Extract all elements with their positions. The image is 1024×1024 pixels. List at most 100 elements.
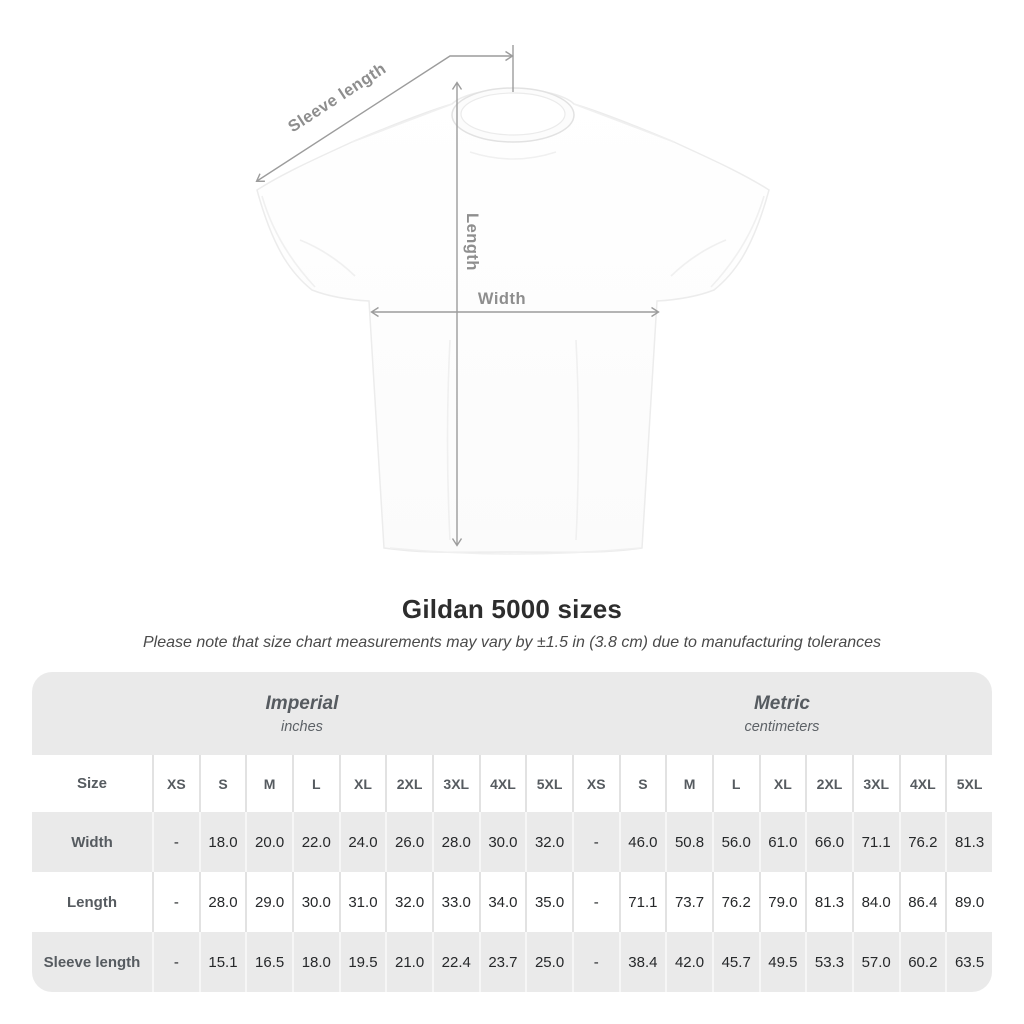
table-cell: 24.0: [338, 812, 386, 872]
dimension-lines: [255, 45, 660, 547]
table-cell: 66.0: [805, 812, 852, 872]
tshirt-graphic: Sleeve length Length Width: [255, 45, 770, 555]
table-cell: -: [571, 872, 619, 932]
table-cell: -: [571, 812, 619, 872]
size-col-header: M: [665, 755, 712, 812]
table-cell: 46.0: [618, 812, 666, 872]
sleeve-length-label: Sleeve length: [285, 60, 389, 137]
unit-group-row: Imperial inches Metric centimeters: [32, 672, 992, 755]
table-cell: 22.4: [431, 932, 479, 992]
title-block: Gildan 5000 sizes Please note that size …: [0, 594, 1024, 652]
size-col-header: 3XL: [431, 755, 479, 812]
size-col-header: XL: [758, 755, 806, 812]
length-label: Length: [463, 213, 481, 271]
size-chart-card: Imperial inches Metric centimeters Size …: [32, 672, 992, 992]
table-cell: 53.3: [805, 932, 852, 992]
table-row-length: Length - 28.0 29.0 30.0 31.0 32.0 33.0 3…: [32, 872, 992, 932]
table-cell: 18.0: [291, 932, 339, 992]
metric-sublabel: centimeters: [744, 718, 820, 735]
size-col-header: L: [291, 755, 339, 812]
size-col-header: S: [198, 755, 246, 812]
table-cell: 45.7: [711, 932, 759, 992]
metric-label: Metric: [753, 692, 810, 714]
size-col-header: XS: [152, 755, 199, 812]
size-col-header: 2XL: [805, 755, 852, 812]
table-cell: 89.0: [945, 872, 992, 932]
table-cell: 61.0: [758, 812, 806, 872]
page-subtitle: Please note that size chart measurements…: [142, 634, 882, 651]
table-cell: 33.0: [431, 872, 479, 932]
table-cell: 42.0: [665, 932, 712, 992]
row-label: Sleeve length: [32, 932, 152, 992]
table-cell: 18.0: [198, 812, 246, 872]
table-cell: 79.0: [758, 872, 806, 932]
table-cell: -: [152, 812, 199, 872]
table-cell: 21.0: [385, 932, 432, 992]
table-cell: 32.0: [525, 812, 572, 872]
tshirt-measurement-diagram: Sleeve length Length Width: [255, 45, 770, 555]
table-cell: 56.0: [711, 812, 759, 872]
table-cell: 76.2: [898, 812, 946, 872]
table-cell: 71.1: [618, 872, 666, 932]
table-cell: -: [152, 872, 199, 932]
size-col-header: 3XL: [851, 755, 899, 812]
table-cell: 26.0: [385, 812, 432, 872]
width-label: Width: [478, 290, 526, 308]
table-cell: 34.0: [478, 872, 526, 932]
table-cell: 30.0: [291, 872, 339, 932]
size-col-header: 5XL: [525, 755, 572, 812]
size-col-header: 2XL: [385, 755, 432, 812]
table-cell: 23.7: [478, 932, 526, 992]
imperial-group-header: Imperial inches: [32, 672, 572, 755]
table-cell: 38.4: [618, 932, 666, 992]
table-cell: 16.5: [245, 932, 292, 992]
table-row-width: Width - 18.0 20.0 22.0 24.0 26.0 28.0 30…: [32, 812, 992, 872]
tshirt-shape: [256, 87, 770, 555]
table-cell: -: [571, 932, 619, 992]
size-header-row: Size XS S M L XL 2XL 3XL 4XL 5XL XS S M …: [32, 755, 992, 812]
table-cell: 28.0: [431, 812, 479, 872]
table-cell: 30.0: [478, 812, 526, 872]
table-cell: 76.2: [711, 872, 759, 932]
size-col-header: M: [245, 755, 292, 812]
table-cell: 19.5: [338, 932, 386, 992]
table-cell: 31.0: [338, 872, 386, 932]
table-cell: 84.0: [851, 872, 899, 932]
table-cell: 81.3: [945, 812, 992, 872]
table-row-sleeve-length: Sleeve length - 15.1 16.5 18.0 19.5 21.0…: [32, 932, 992, 992]
table-cell: 35.0: [525, 872, 572, 932]
table-cell: 60.2: [898, 932, 946, 992]
size-header: Size: [32, 755, 152, 812]
table-cell: 28.0: [198, 872, 246, 932]
size-col-header: S: [618, 755, 666, 812]
imperial-label: Imperial: [265, 692, 339, 714]
table-cell: -: [152, 932, 199, 992]
table-cell: 57.0: [851, 932, 899, 992]
table-cell: 22.0: [291, 812, 339, 872]
table-cell: 29.0: [245, 872, 292, 932]
row-label: Width: [32, 812, 152, 872]
sleeve-length-line: [255, 50, 514, 182]
row-label: Length: [32, 872, 152, 932]
collar-inner: [460, 92, 566, 136]
table-cell: 32.0: [385, 872, 432, 932]
size-col-header: XL: [338, 755, 386, 812]
page-title: Gildan 5000 sizes: [401, 594, 623, 624]
size-col-header: L: [711, 755, 759, 812]
table-cell: 81.3: [805, 872, 852, 932]
table-cell: 71.1: [851, 812, 899, 872]
table-cell: 25.0: [525, 932, 572, 992]
size-col-header: 4XL: [898, 755, 946, 812]
table-cell: 50.8: [665, 812, 712, 872]
size-col-header: 4XL: [478, 755, 526, 812]
size-col-header: 5XL: [945, 755, 992, 812]
metric-group-header: Metric centimeters: [571, 672, 992, 755]
table-cell: 15.1: [198, 932, 246, 992]
table-cell: 86.4: [898, 872, 946, 932]
imperial-sublabel: inches: [280, 718, 323, 735]
table-cell: 73.7: [665, 872, 712, 932]
table-cell: 20.0: [245, 812, 292, 872]
table-cell: 49.5: [758, 932, 806, 992]
table-cell: 63.5: [945, 932, 992, 992]
size-chart-table: Imperial inches Metric centimeters Size …: [32, 672, 992, 992]
